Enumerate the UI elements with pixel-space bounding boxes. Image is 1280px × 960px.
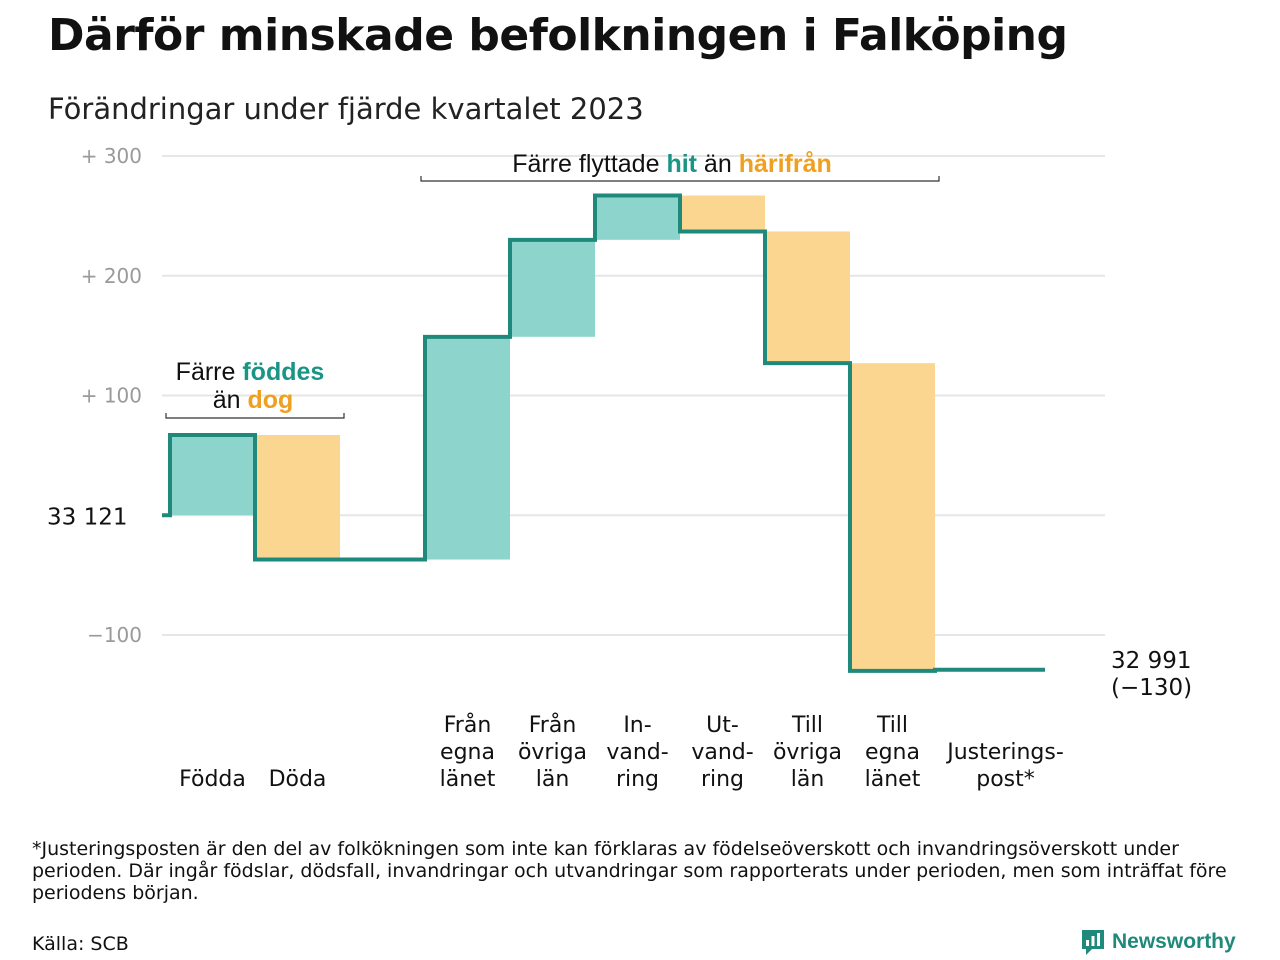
category-label: egna — [865, 740, 920, 765]
category-label: In- — [623, 713, 651, 738]
category-label: ring — [701, 767, 744, 792]
page-title: Därför minskade befolkningen i Falköping — [48, 10, 1068, 61]
category-label: post* — [976, 767, 1035, 792]
category-label: Födda — [179, 767, 246, 792]
waterfall-chart: + 300 + 200 + 100 −100 33 121 32 991(−130) Föd… — [47, 144, 1192, 792]
category-label: vand- — [691, 740, 753, 765]
annotation-bracket — [165, 413, 345, 419]
newsworthy-logo-icon — [1082, 930, 1104, 955]
category-label: egna — [440, 740, 495, 765]
waterfall-bar — [170, 435, 255, 516]
annotation-text: än dog — [213, 386, 294, 414]
brand-logo[interactable]: Newsworthy — [1080, 928, 1236, 956]
category-label: länet — [865, 767, 921, 792]
start-value-label: 33 121 — [47, 504, 127, 530]
source-label: Källa: SCB — [32, 933, 129, 955]
y-tick-label: + 100 — [81, 384, 142, 408]
waterfall-bar — [255, 435, 340, 560]
waterfall-bar — [510, 239, 595, 337]
category-label: övriga — [773, 740, 842, 765]
category-label: vand- — [606, 740, 668, 765]
category-label: län — [536, 767, 570, 792]
footnote: *Justeringsposten är den del av folkökni… — [32, 838, 1227, 904]
y-tick-label: −100 — [87, 623, 142, 647]
y-tick-label: + 300 — [81, 144, 142, 168]
end-value-label: 32 991 — [1111, 648, 1191, 674]
category-label: Justerings- — [945, 740, 1064, 765]
category-label: länet — [440, 767, 496, 792]
category-label: Från — [529, 712, 577, 738]
annotation-text: Färre föddes — [176, 358, 325, 386]
page-subtitle: Förändringar under fjärde kvartalet 2023 — [48, 92, 644, 126]
category-label: Från — [444, 712, 492, 738]
category-label: Döda — [269, 767, 327, 792]
category-label: Till — [876, 713, 908, 738]
waterfall-bar — [425, 336, 510, 560]
cumulative-step-line — [162, 193, 1045, 673]
annotation-text: Färre flyttade hit än härifrån — [512, 150, 832, 178]
category-label: ring — [616, 767, 659, 792]
waterfall-bar — [595, 195, 680, 240]
end-change-label: (−130) — [1111, 675, 1192, 701]
waterfall-bar — [850, 363, 935, 671]
y-tick-label: + 200 — [81, 264, 142, 288]
annotation-bracket — [420, 176, 940, 182]
category-label: län — [791, 767, 825, 792]
category-label: Till — [791, 713, 823, 738]
category-label: Ut- — [706, 713, 739, 738]
waterfall-bar — [765, 231, 850, 364]
category-label: övriga — [518, 740, 587, 765]
waterfall-bar — [680, 195, 765, 232]
brand-name: Newsworthy — [1112, 930, 1236, 953]
